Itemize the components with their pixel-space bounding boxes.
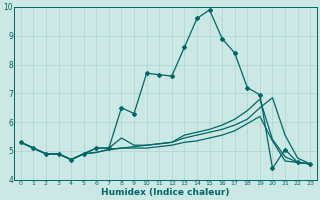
X-axis label: Humidex (Indice chaleur): Humidex (Indice chaleur) (101, 188, 230, 197)
